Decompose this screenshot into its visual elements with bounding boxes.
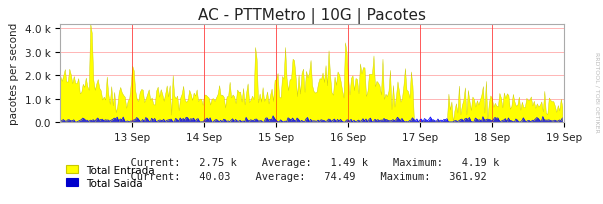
- Text: Current:   2.75 k    Average:   1.49 k    Maximum:   4.19 k: Current: 2.75 k Average: 1.49 k Maximum:…: [118, 158, 499, 168]
- Y-axis label: pacotes per second: pacotes per second: [9, 23, 19, 124]
- Text: RRDTOOL / TOBI OETIKER: RRDTOOL / TOBI OETIKER: [595, 52, 600, 132]
- Text: Current:   40.03    Average:   74.49    Maximum:   361.92: Current: 40.03 Average: 74.49 Maximum: 3…: [118, 171, 487, 181]
- Title: AC - PTTMetro | 10G | Pacotes: AC - PTTMetro | 10G | Pacotes: [198, 8, 426, 24]
- Legend: Total Entrada, Total Saida: Total Entrada, Total Saida: [66, 165, 155, 188]
